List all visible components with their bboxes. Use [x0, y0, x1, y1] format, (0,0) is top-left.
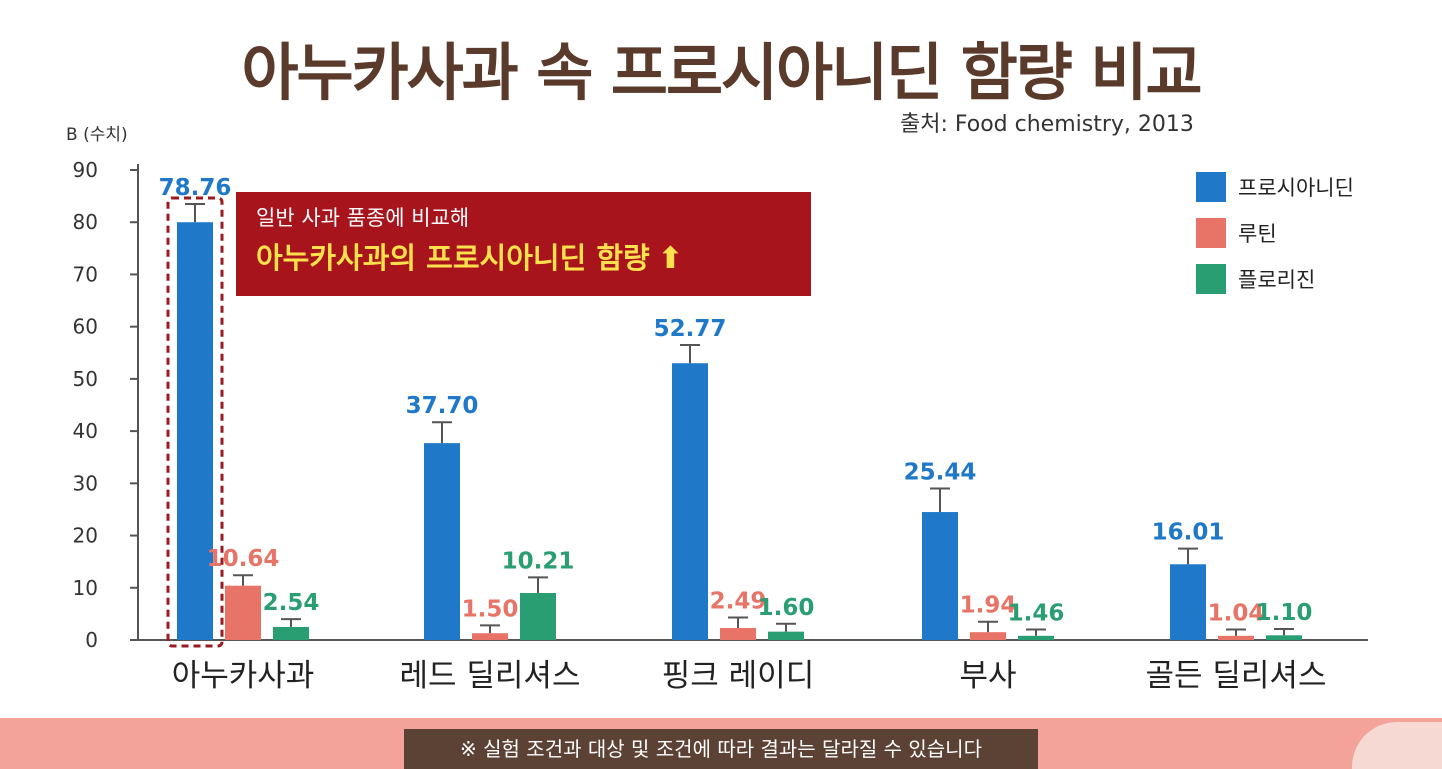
bar-value-label: 52.77 [654, 316, 727, 342]
y-tick-label: 40 [73, 419, 98, 443]
bar [672, 363, 708, 640]
bar-value-label: 2.54 [263, 590, 320, 616]
x-category-label: 부사 [959, 658, 1016, 694]
bar [1218, 635, 1254, 640]
bar [720, 627, 756, 640]
legend-label-phloridzin: 플로리진 [1238, 268, 1316, 292]
bar [970, 632, 1006, 640]
bar [472, 633, 508, 640]
legend-label-rutin: 루틴 [1238, 222, 1277, 246]
bar [1266, 635, 1302, 640]
bar-value-label: 25.44 [904, 460, 977, 486]
bar-value-label: 1.04 [1208, 601, 1265, 627]
bar-value-label: 37.70 [406, 393, 479, 419]
source-citation: 출처: Food chemistry, 2013 [900, 112, 1194, 137]
bar [520, 593, 556, 640]
bar-value-label: 1.94 [960, 593, 1017, 619]
bar-value-label: 16.01 [1152, 520, 1225, 546]
y-tick-label: 20 [73, 524, 98, 548]
up-arrow-icon: ⬆ [657, 241, 683, 276]
callout-main-label: 아누카사과의 프로시아니딘 함량 [256, 241, 650, 275]
bar [225, 585, 261, 640]
y-tick-label: 50 [73, 367, 98, 391]
x-category-label: 핑크 레이디 [662, 658, 814, 694]
bar-value-label: 2.49 [710, 589, 767, 615]
y-tick-label: 90 [73, 158, 98, 182]
y-tick-label: 70 [73, 262, 98, 286]
chart-legend: 프로시아니딘 루틴 플로리진 [1196, 164, 1354, 302]
bar [177, 222, 213, 640]
x-category-label: 골든 딜리셔스 [1146, 658, 1327, 694]
legend-item-rutin: 루틴 [1196, 210, 1354, 256]
bar-value-label: 10.64 [207, 546, 280, 572]
bar-value-label: 78.76 [159, 175, 232, 201]
y-axis-label: B (수치) [66, 125, 128, 145]
bar-value-label: 1.46 [1008, 601, 1065, 627]
y-tick-label: 80 [73, 210, 98, 234]
bar-value-label: 1.60 [758, 595, 815, 621]
legend-item-phloridzin: 플로리진 [1196, 256, 1354, 302]
bar [424, 443, 460, 640]
legend-label-procyanidin: 프로시아니딘 [1238, 176, 1354, 200]
callout-box: 일반 사과 품종에 비교해 아누카사과의 프로시아니딘 함량 ⬆ [236, 192, 811, 296]
bar-value-label: 1.10 [1256, 600, 1313, 626]
footer-disclaimer: ※ 실험 조건과 대상 및 조건에 따라 결과는 달라질 수 있습니다 [404, 729, 1038, 769]
bar [1018, 635, 1054, 640]
bar-value-label: 10.21 [502, 548, 575, 574]
callout-main-text: 아누카사과의 프로시아니딘 함량 ⬆ [256, 238, 811, 279]
bar [273, 626, 309, 640]
bar [922, 512, 958, 640]
x-category-label: 레드 딜리셔스 [400, 658, 581, 694]
legend-item-procyanidin: 프로시아니딘 [1196, 164, 1354, 210]
highlight-dashed-box [166, 196, 224, 648]
chart-title: 아누카사과 속 프로시아니딘 함량 비교 [241, 36, 1203, 109]
legend-swatch-rutin [1196, 218, 1226, 248]
bar [768, 631, 804, 640]
legend-swatch-phloridzin [1196, 264, 1226, 294]
callout-subtitle: 일반 사과 품종에 비교해 [256, 206, 470, 230]
y-tick-label: 60 [73, 315, 98, 339]
y-tick-label: 30 [73, 471, 98, 495]
bar [1170, 564, 1206, 640]
x-category-label: 아누카사과 [172, 658, 315, 694]
y-tick-label: 10 [73, 576, 98, 600]
bar-value-label: 1.50 [462, 596, 519, 622]
y-tick-label: 0 [85, 628, 98, 652]
legend-swatch-procyanidin [1196, 172, 1226, 202]
